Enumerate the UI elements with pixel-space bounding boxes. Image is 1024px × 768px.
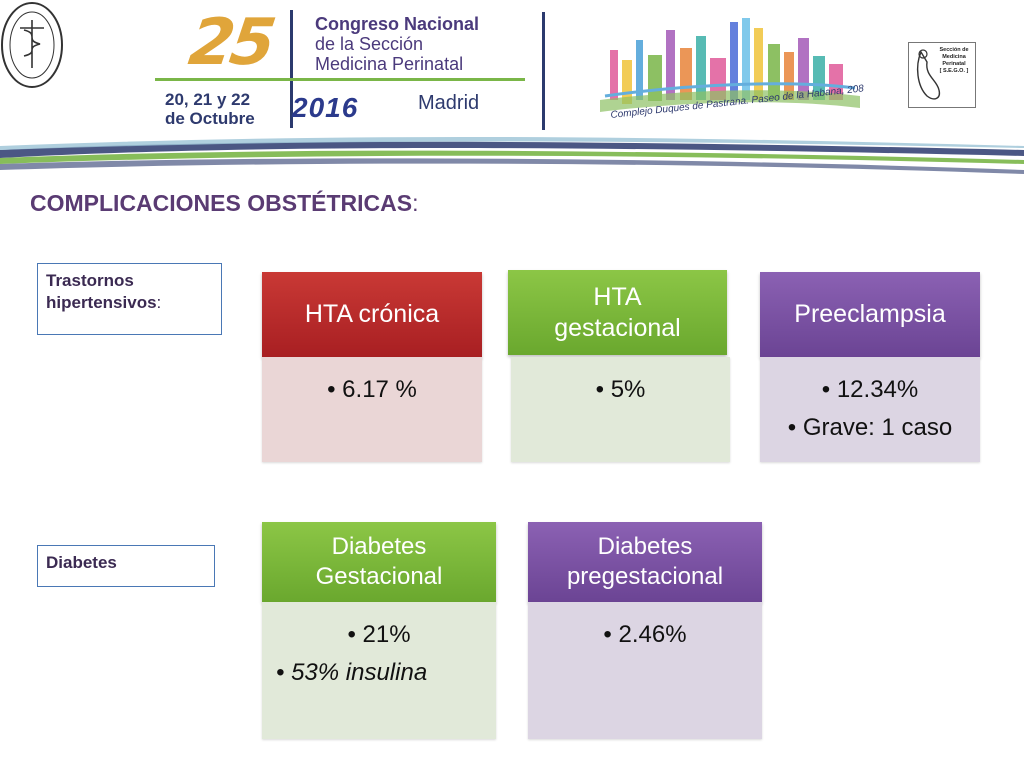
card-hta-cronica: HTA crónica 6.17 %	[262, 272, 482, 462]
page-title-colon: :	[412, 190, 419, 216]
card-hta-gestacional-body: 5%	[511, 357, 730, 462]
sego-seal-logo	[1, 2, 63, 88]
congress-dates: 20, 21 y 22 de Octubre	[165, 90, 255, 128]
edition-number: 25	[184, 6, 277, 80]
congress-year: 2016	[292, 92, 359, 123]
card-hta-cronica-body: 6.17 %	[262, 357, 482, 462]
card-diabetes-gestacional-item-1: 21%	[262, 616, 496, 654]
card-hta-cronica-item: 6.17 %	[262, 371, 482, 409]
card-preeclampsia-item-1: 12.34%	[760, 371, 980, 409]
category-label-hypertensive: Trastornos hipertensivos:	[37, 263, 222, 335]
card-hta-gestacional-item: 5%	[511, 371, 730, 409]
congress-title-line-2: de la Sección	[315, 34, 424, 54]
section-logo-text: Sección de Medicina Perinatal [ S.E.G.O.…	[939, 47, 969, 74]
card-diabetes-gestacional-body: 21% 53% insulina	[262, 602, 496, 739]
card-hta-cronica-heading: HTA crónica	[262, 272, 482, 357]
category-label-diabetes: Diabetes	[37, 545, 215, 587]
card-preeclampsia: Preeclampsia 12.34% Grave: 1 caso	[760, 272, 980, 462]
card-diabetes-pregestacional-heading: Diabetes pregestacional	[528, 522, 762, 602]
card-preeclampsia-body: 12.34% Grave: 1 caso	[760, 357, 980, 462]
congress-city: Madrid	[418, 92, 480, 114]
page-title: COMPLICACIONES OBSTÉTRICAS:	[30, 190, 418, 217]
header-banner: 25 20, 21 y 22 de Octubre Congreso Nacio…	[0, 0, 1024, 180]
congress-title-line-3: Medicina Perinatal	[315, 54, 464, 74]
card-hta-gestacional: HTA gestacional 5%	[508, 270, 730, 462]
section-logo-figure	[916, 49, 941, 100]
card-diabetes-gestacional-heading: Diabetes Gestacional	[262, 522, 496, 602]
card-hta-gestacional-heading: HTA gestacional	[508, 270, 727, 355]
page-title-text: COMPLICACIONES OBSTÉTRICAS	[30, 190, 413, 216]
congress-title: Congreso Nacional de la Sección Medicina…	[315, 14, 479, 74]
card-preeclampsia-heading: Preeclampsia	[760, 272, 980, 357]
section-logo: Sección de Medicina Perinatal [ S.E.G.O.…	[908, 42, 976, 108]
category-hypertensive-line-1: Trastornos	[46, 271, 134, 290]
congress-title-line-1: Congreso Nacional	[315, 14, 480, 34]
dates-line-2: de Octubre	[165, 109, 255, 128]
dates-line-1: 20, 21 y 22	[165, 90, 251, 109]
card-diabetes-gestacional-item-2: 53% insulina	[262, 654, 496, 692]
card-diabetes-pregestacional-item: 2.46%	[528, 616, 762, 654]
card-diabetes-pregestacional: Diabetes pregestacional 2.46%	[528, 522, 762, 739]
category-hypertensive-line-2: hipertensivos:	[46, 293, 162, 312]
card-diabetes-gestacional: Diabetes Gestacional 21% 53% insulina	[262, 522, 496, 739]
category-diabetes-text: Diabetes	[46, 553, 117, 572]
banner-decoration	[0, 10, 1024, 174]
card-preeclampsia-item-2: Grave: 1 caso	[760, 409, 980, 447]
card-diabetes-pregestacional-body: 2.46%	[528, 602, 762, 739]
